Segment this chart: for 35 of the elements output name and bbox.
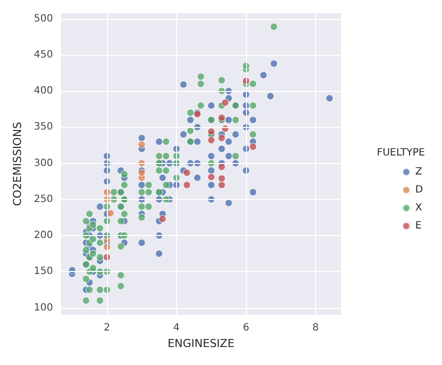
point — [221, 98, 229, 106]
point — [207, 128, 216, 136]
point — [106, 209, 114, 217]
y-tick-label: 300 — [34, 158, 53, 169]
point — [207, 136, 216, 144]
y-axis-title: CO2EMISSIONS — [11, 122, 24, 206]
point — [249, 142, 257, 150]
x-axis-title: ENGINESIZE — [168, 336, 234, 350]
point — [218, 134, 226, 142]
point — [207, 173, 216, 181]
y-tick-label: 250 — [34, 194, 53, 205]
point — [158, 215, 166, 223]
point — [218, 181, 226, 189]
y-tick-label: 350 — [34, 122, 53, 133]
point — [218, 163, 226, 171]
y-tick-label: 200 — [34, 230, 53, 242]
y-tick-label: 450 — [34, 49, 53, 60]
legend-title: FUELTYPE — [376, 148, 426, 158]
x-tick-label: 2 — [104, 322, 110, 334]
point — [218, 174, 226, 182]
x-tick-label: 6 — [242, 322, 250, 334]
x-tick-label: 8 — [312, 322, 319, 334]
y-tick-label: 150 — [34, 266, 53, 278]
point — [218, 114, 226, 122]
legend-label: D — [415, 184, 424, 196]
point — [183, 168, 191, 176]
y-tick-label: 500 — [34, 13, 53, 24]
x-tick-label: 4 — [173, 322, 180, 334]
legend-label: E — [415, 220, 422, 232]
point — [138, 140, 146, 148]
point — [183, 181, 191, 189]
y-tick-label: 400 — [34, 86, 53, 97]
legend-label: X — [415, 202, 422, 214]
y-tick-label: 100 — [34, 302, 53, 314]
legend-label: Z — [415, 166, 422, 178]
